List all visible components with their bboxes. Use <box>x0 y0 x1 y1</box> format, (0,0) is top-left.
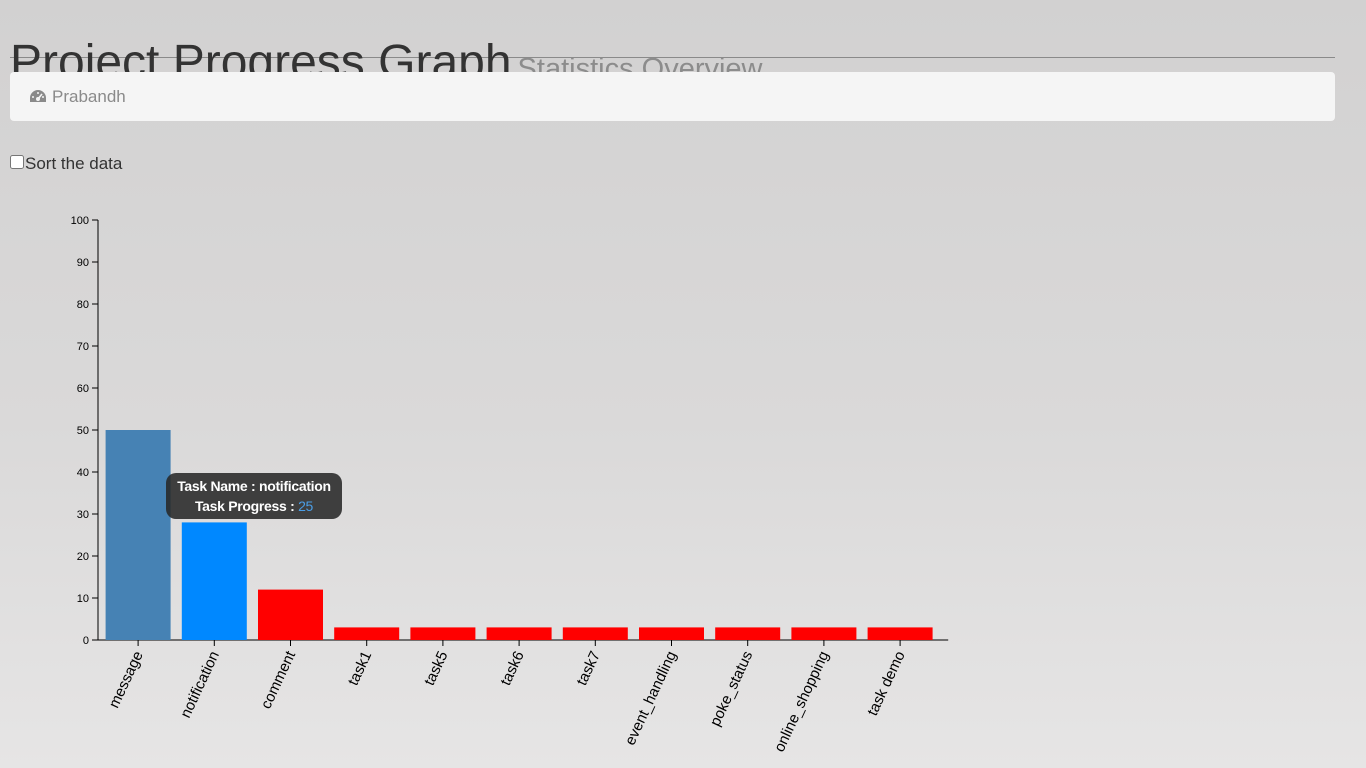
tooltip-name-value: notification <box>258 478 331 494</box>
bar-task7[interactable] <box>562 627 628 640</box>
x-tick-label: comment <box>258 648 300 712</box>
tooltip-progress-label: Task Progress : <box>194 498 299 514</box>
bar-tooltip: Task Name : notification Task Progress :… <box>166 473 342 519</box>
sort-checkbox[interactable] <box>10 155 24 169</box>
sort-label: Sort the data <box>25 154 123 173</box>
bar-notification[interactable] <box>181 522 247 640</box>
y-tick-label: 0 <box>83 635 89 647</box>
tooltip-name-row: Task Name : notification <box>166 476 342 496</box>
bar-poke_status[interactable] <box>715 627 781 640</box>
y-tick-label: 100 <box>71 215 89 227</box>
x-tick-label: notification <box>177 649 223 721</box>
bar-event_handling[interactable] <box>639 627 704 640</box>
bar-task6[interactable] <box>486 627 552 640</box>
x-tick-label: event_handling <box>622 649 680 748</box>
dashboard-icon <box>30 90 46 102</box>
tooltip-progress-row: Task Progress : 25 <box>166 496 342 516</box>
y-tick-label: 60 <box>77 383 89 395</box>
tooltip-progress-value: 25 <box>298 498 314 514</box>
y-tick-label: 70 <box>77 341 89 353</box>
x-tick-label: poke_status <box>707 649 757 729</box>
x-tick-label: task6 <box>497 649 528 689</box>
y-tick-label: 50 <box>77 425 89 437</box>
bar-task5[interactable] <box>410 627 476 640</box>
y-tick-label: 30 <box>77 509 89 521</box>
bar-online_shopping[interactable] <box>791 627 857 640</box>
x-tick-label: task5 <box>421 649 452 689</box>
tooltip-name-label: Task Name : <box>177 478 259 494</box>
bar-task1[interactable] <box>334 627 400 640</box>
x-tick-label: message <box>106 649 147 711</box>
sort-control[interactable]: Sort the data <box>10 154 122 174</box>
y-tick-label: 40 <box>77 467 89 479</box>
bar-task-demo[interactable] <box>867 627 933 640</box>
y-tick-label: 20 <box>77 551 89 563</box>
breadcrumb: Prabandh <box>10 72 1335 121</box>
bar-message[interactable] <box>105 430 171 640</box>
x-tick-label: task1 <box>345 649 376 689</box>
x-tick-label: task7 <box>573 649 604 689</box>
bar-comment[interactable] <box>258 589 323 640</box>
y-tick-label: 10 <box>77 593 89 605</box>
y-tick-label: 80 <box>77 299 89 311</box>
y-tick-label: 90 <box>77 257 89 269</box>
breadcrumb-label[interactable]: Prabandh <box>52 86 126 106</box>
x-tick-label: online_shopping <box>771 649 833 755</box>
x-tick-label: task demo <box>864 649 909 719</box>
